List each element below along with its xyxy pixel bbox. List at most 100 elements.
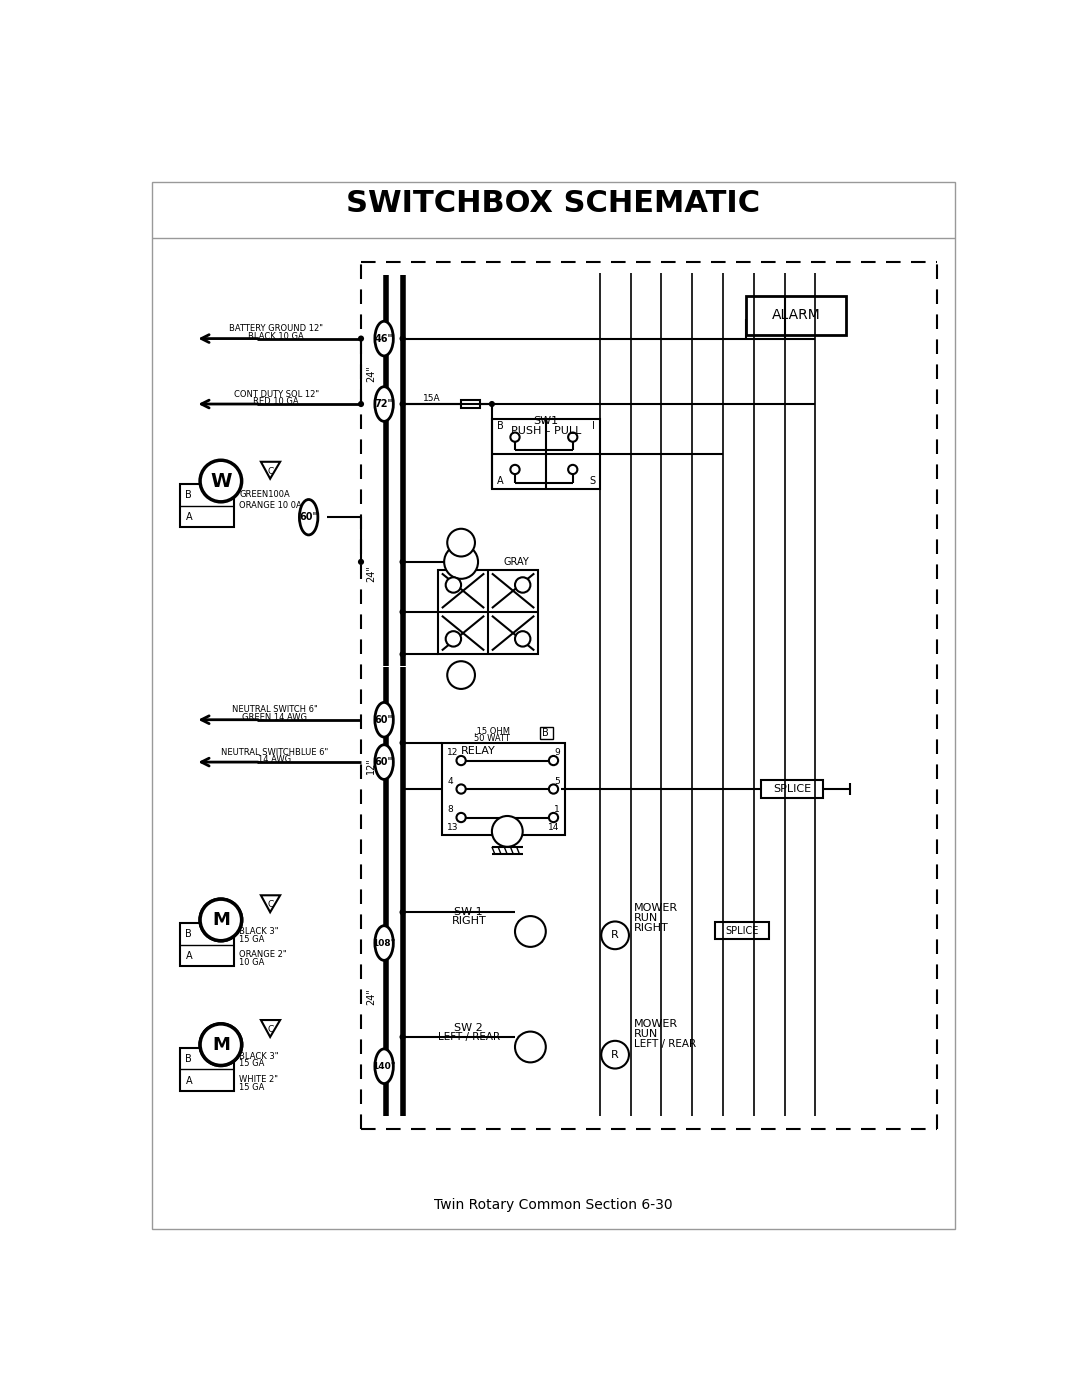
- Circle shape: [549, 784, 558, 793]
- Circle shape: [457, 784, 465, 793]
- Circle shape: [568, 465, 578, 474]
- Text: RELAY: RELAY: [461, 746, 496, 756]
- Text: 12": 12": [366, 757, 376, 774]
- Circle shape: [515, 916, 545, 947]
- Text: RIGHT: RIGHT: [451, 916, 486, 926]
- Circle shape: [549, 813, 558, 823]
- Text: 108": 108": [373, 939, 395, 947]
- Circle shape: [602, 1041, 629, 1069]
- Circle shape: [200, 1024, 242, 1066]
- Text: GRAY: GRAY: [503, 557, 529, 567]
- Ellipse shape: [299, 500, 318, 535]
- Text: SW1: SW1: [534, 416, 558, 426]
- Circle shape: [400, 559, 406, 564]
- Text: RUN: RUN: [634, 1028, 659, 1039]
- Text: 15 GA: 15 GA: [240, 935, 265, 944]
- Circle shape: [444, 545, 478, 578]
- Bar: [461, 400, 481, 408]
- Circle shape: [400, 909, 406, 915]
- Circle shape: [400, 401, 406, 407]
- Text: A: A: [186, 513, 192, 522]
- Text: 60": 60": [375, 757, 393, 767]
- Text: 24": 24": [366, 564, 376, 583]
- Text: A: A: [186, 951, 192, 961]
- Ellipse shape: [375, 321, 393, 356]
- Ellipse shape: [375, 703, 393, 738]
- Ellipse shape: [375, 1049, 393, 1084]
- Circle shape: [489, 401, 495, 407]
- Text: SW 1: SW 1: [455, 907, 483, 918]
- Text: BLACK 10 GA: BLACK 10 GA: [248, 331, 305, 341]
- Text: C: C: [268, 1025, 273, 1034]
- Circle shape: [357, 335, 364, 342]
- Text: B: B: [186, 1053, 192, 1063]
- Text: GREEN 14 AWG: GREEN 14 AWG: [242, 712, 307, 722]
- Text: B: B: [497, 420, 503, 430]
- Text: 15 GA: 15 GA: [240, 1059, 265, 1069]
- Text: WHITE 2": WHITE 2": [240, 1074, 279, 1084]
- Text: B: B: [186, 490, 192, 500]
- Text: 60": 60": [299, 513, 318, 522]
- Ellipse shape: [375, 387, 393, 422]
- Bar: [180, 923, 234, 967]
- Circle shape: [200, 460, 242, 502]
- Text: 72": 72": [375, 400, 393, 409]
- Text: MOWER: MOWER: [634, 1018, 678, 1028]
- Ellipse shape: [375, 926, 393, 960]
- Bar: [442, 743, 565, 835]
- Text: NEUTRAL SWITCHBLUE 6": NEUTRAL SWITCHBLUE 6": [221, 747, 328, 757]
- Circle shape: [515, 1031, 545, 1062]
- Text: 4: 4: [447, 777, 453, 787]
- Text: 60": 60": [375, 715, 393, 725]
- Text: GREEN100A: GREEN100A: [240, 490, 291, 499]
- Text: LEFT / REAR: LEFT / REAR: [437, 1032, 500, 1042]
- Text: M: M: [212, 1035, 230, 1053]
- Circle shape: [602, 922, 629, 949]
- Text: ORANGE 2": ORANGE 2": [240, 950, 287, 960]
- Text: 50 WATT: 50 WATT: [474, 735, 510, 743]
- Text: RIGHT: RIGHT: [634, 923, 670, 933]
- Text: C: C: [268, 467, 273, 475]
- Text: A: A: [497, 476, 503, 486]
- Circle shape: [200, 900, 242, 940]
- Text: 8: 8: [447, 805, 453, 814]
- Text: B: B: [542, 728, 549, 738]
- Circle shape: [357, 559, 364, 564]
- Circle shape: [400, 609, 406, 615]
- Text: 46": 46": [375, 334, 393, 344]
- Text: SW 2: SW 2: [455, 1023, 483, 1032]
- Text: BATTERY GROUND 12": BATTERY GROUND 12": [229, 324, 323, 332]
- Circle shape: [200, 900, 242, 940]
- Text: .15 OHM: .15 OHM: [474, 726, 510, 736]
- Text: 140": 140": [373, 1062, 396, 1070]
- Text: S: S: [589, 476, 595, 486]
- Text: 14 AWG: 14 AWG: [258, 756, 292, 764]
- Bar: [180, 485, 234, 527]
- Text: BLACK 3": BLACK 3": [240, 1052, 279, 1060]
- Text: RUN: RUN: [634, 914, 659, 923]
- Text: ALARM: ALARM: [772, 309, 821, 323]
- Circle shape: [457, 813, 465, 823]
- Text: Twin Rotary Common Section 6-30: Twin Rotary Common Section 6-30: [434, 1197, 673, 1211]
- Text: 15 GA: 15 GA: [240, 1083, 265, 1091]
- Text: MOWER: MOWER: [634, 904, 678, 914]
- Text: 13: 13: [447, 823, 459, 833]
- Circle shape: [515, 577, 530, 592]
- Text: R: R: [611, 1049, 619, 1060]
- Text: R: R: [611, 930, 619, 940]
- Circle shape: [400, 651, 406, 658]
- Circle shape: [400, 740, 406, 746]
- Text: C: C: [268, 900, 273, 909]
- Text: BLACK 3": BLACK 3": [240, 928, 279, 936]
- Circle shape: [491, 816, 523, 847]
- Text: 10 GA: 10 GA: [240, 958, 265, 967]
- Circle shape: [400, 1034, 406, 1039]
- Text: A: A: [186, 1076, 192, 1085]
- Circle shape: [549, 756, 558, 766]
- Circle shape: [511, 433, 519, 441]
- Text: 24": 24": [366, 989, 376, 1006]
- Text: SPLICE: SPLICE: [726, 926, 759, 936]
- Text: RED 10 GA: RED 10 GA: [254, 397, 299, 407]
- Circle shape: [511, 465, 519, 474]
- Bar: [761, 780, 823, 798]
